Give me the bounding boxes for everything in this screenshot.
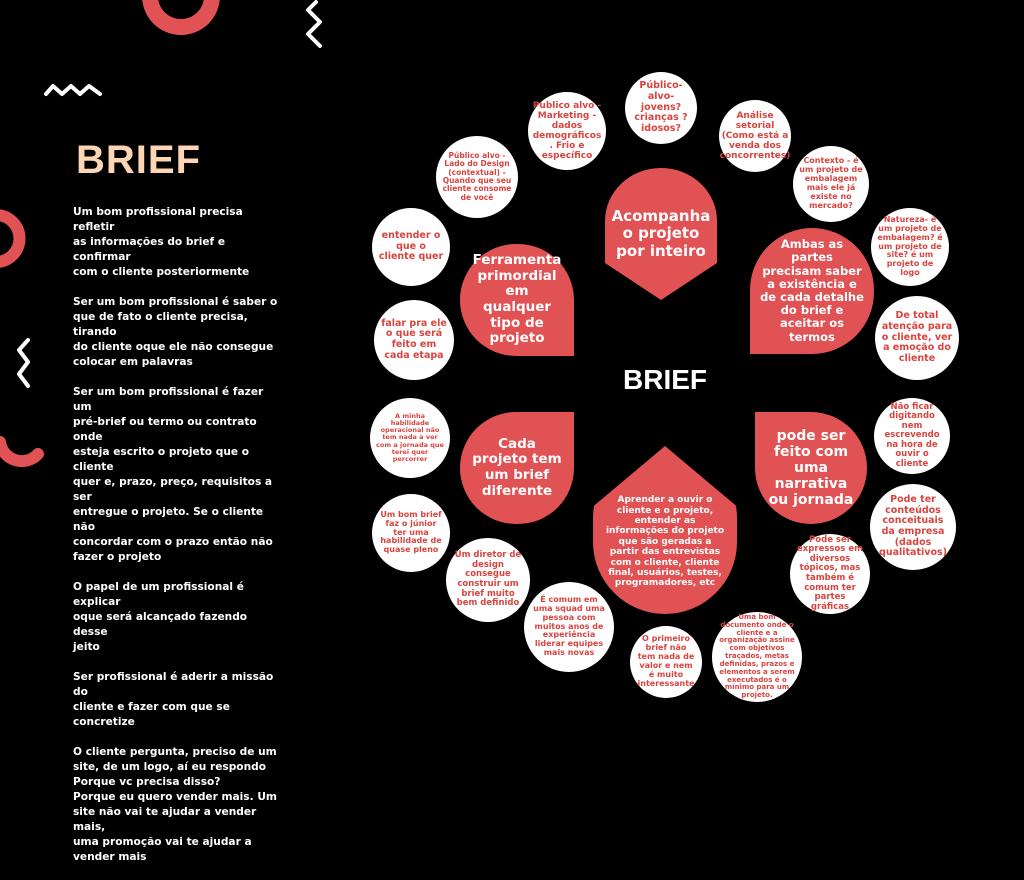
bubble-bom-documento: Uma bom documento onde o cliente e a org… [712, 612, 802, 702]
bubble-natureza: Natureza- é um projeto de embalagem? é u… [871, 208, 949, 286]
bubble-entender-cliente: entender o que o cliente quer [372, 208, 450, 286]
left-text-block: Um bom profissional precisa refletir as … [73, 205, 285, 880]
bubble-total-atencao: De total atenção para o cliente, ver a e… [875, 296, 959, 380]
petal-upper-left: Ferramenta primordial em qualquer tipo d… [460, 244, 574, 356]
bubble-publico-alvo-marketing: Publico alvo - Marketing - dados demográ… [528, 92, 606, 170]
bubble-publico-alvo-jovens: Público-alvo-jovens? crianças ? idosos? [625, 72, 697, 144]
bubble-habilidade-operacional: A minha habilidade operacional não tem n… [370, 398, 450, 478]
bubble-publico-alvo-design: Público alvo - Lado do Design (contextua… [436, 136, 518, 218]
bubble-primeiro-brief: O primeiro brief não tem nada de valor e… [630, 626, 702, 698]
diagram-center-title: BRIEF [623, 364, 707, 395]
bubble-diversos-topicos: Pode ser expressos em diversos tópicos, … [790, 534, 870, 614]
paragraph: Um bom profissional precisa refletir as … [73, 206, 250, 278]
paragraph: Ser um bom profissional é saber o que de… [73, 296, 278, 368]
bubble-conteudos-conceituais: Pode ter conteúdos conceituais da empres… [870, 484, 956, 570]
bubble-contexto: Contexto - é um projeto de embalagem mai… [793, 146, 869, 222]
decor-arc-left [0, 209, 26, 268]
petal-lower-right: pode ser feito com uma narrativa ou jorn… [755, 412, 867, 524]
decor-zigzag-top [306, 0, 322, 48]
paragraph: O papel de um profissional é explicar oq… [73, 581, 248, 653]
bubble-bom-brief-junior: Um bom brief faz o júnior ter uma habili… [372, 494, 450, 572]
paragraph: O cliente pergunta, preciso de um site, … [73, 746, 277, 863]
bubble-nao-ficar-digitando: Não ficar digitando nem escrevendo na ho… [874, 398, 950, 474]
bubble-analise-setorial: Análise setorial (Como está a venda dos … [719, 100, 791, 172]
paragraph: Ser profissional é aderir a missão do cl… [73, 671, 274, 728]
decor-shapes [0, 0, 322, 468]
paragraph: Ser um bom profissional é fazer um pré-b… [73, 386, 273, 563]
bubble-falar-pra-ele: falar pra ele o que será feito em cada e… [374, 300, 454, 380]
bubble-squad: É comum em uma squad uma pessoa com muit… [524, 582, 614, 672]
bubble-diretor-design: Um diretor de design consegue construir … [446, 538, 530, 622]
petal-lower-left: Cada projeto tem um brief diferente [460, 412, 574, 524]
decor-zigzag-left [44, 84, 102, 96]
page-title: BRIEF [76, 138, 201, 182]
petal-upper-right: Ambas as partes precisam saber a existên… [750, 228, 874, 354]
decor-ring-top [142, 0, 220, 35]
decor-zigzag-vertical [17, 338, 30, 388]
decor-arc-bottom [0, 436, 44, 468]
